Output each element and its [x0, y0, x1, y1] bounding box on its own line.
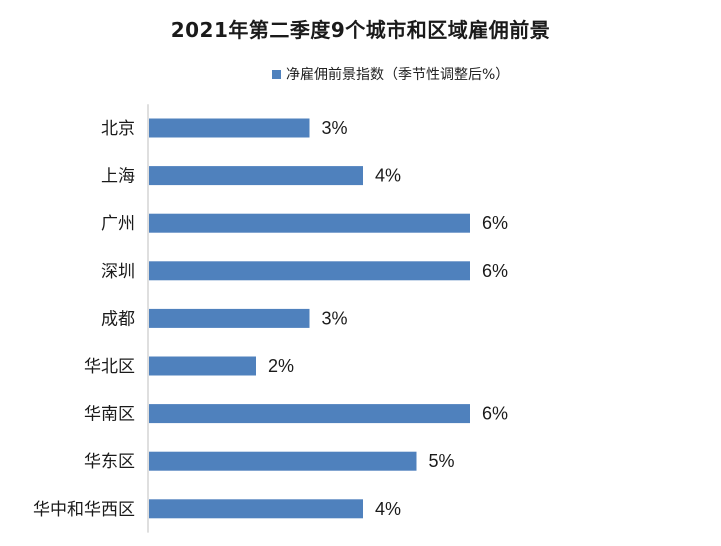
bar — [149, 308, 310, 328]
category-label: 华中和华西区 — [33, 500, 135, 520]
bar — [149, 451, 417, 471]
category-label: 广州 — [101, 214, 135, 234]
bar — [149, 213, 470, 233]
category-label: 华南区 — [84, 405, 135, 425]
bar — [149, 118, 310, 138]
legend-swatch — [272, 69, 281, 79]
bar — [149, 261, 470, 281]
category-label: 深圳 — [101, 262, 135, 282]
data-label: 2% — [268, 356, 294, 376]
data-label: 3% — [322, 118, 348, 138]
legend-label: 净雇佣前景指数（季节性调整后%） — [286, 67, 510, 83]
bar — [149, 166, 363, 186]
data-label: 6% — [482, 404, 508, 424]
data-label: 6% — [482, 213, 508, 233]
data-label: 4% — [375, 499, 401, 519]
chart-title: 2021年第二季度9个城市和区域雇佣前景 — [170, 18, 551, 42]
category-label: 上海 — [101, 167, 135, 187]
data-label: 5% — [429, 451, 455, 471]
category-label: 华东区 — [84, 452, 135, 472]
category-label: 华北区 — [84, 357, 135, 377]
bar — [149, 499, 363, 519]
data-label: 4% — [375, 166, 401, 186]
category-label: 北京 — [101, 119, 135, 139]
bar — [149, 404, 470, 424]
data-label: 3% — [322, 308, 348, 328]
data-label: 6% — [482, 261, 508, 281]
bar — [149, 356, 256, 376]
legend: 净雇佣前景指数（季节性调整后%） — [272, 65, 509, 83]
category-label: 成都 — [101, 309, 135, 329]
